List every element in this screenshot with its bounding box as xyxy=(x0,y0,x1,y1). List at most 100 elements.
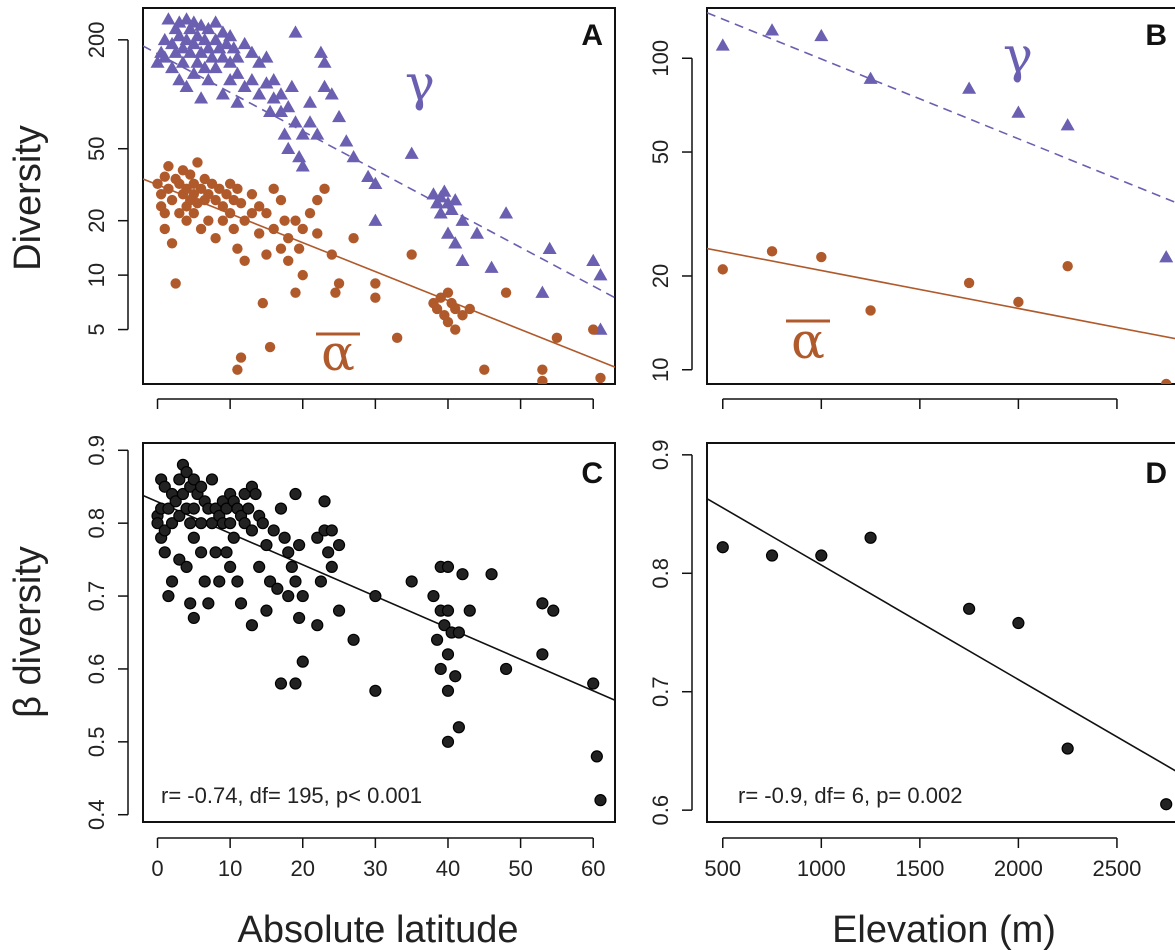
point-beta xyxy=(1012,616,1025,630)
point-alpha xyxy=(312,228,323,239)
point-gamma xyxy=(292,149,307,163)
panel-c: 0.4 0.5 0.6 0.7 0.8 0.9 0 10 20 30 40 50 60 xyxy=(84,435,616,881)
point-alpha xyxy=(537,364,548,375)
point-beta xyxy=(249,487,262,501)
point-beta xyxy=(187,502,200,515)
point-gamma xyxy=(586,253,601,267)
point-beta xyxy=(311,619,324,632)
x-tick-label-c: 50 xyxy=(508,856,532,881)
point-alpha xyxy=(450,303,461,315)
point-alpha xyxy=(163,161,174,172)
point-beta xyxy=(430,633,444,646)
point-beta xyxy=(285,560,298,574)
point-alpha xyxy=(326,249,337,260)
point-beta xyxy=(815,549,828,562)
point-gamma xyxy=(237,36,252,50)
point-beta xyxy=(332,604,346,617)
point-alpha xyxy=(210,194,221,206)
point-alpha xyxy=(159,207,170,219)
point-beta xyxy=(158,546,171,559)
point-gamma xyxy=(230,95,245,108)
point-gamma xyxy=(219,36,234,50)
fit-line-gamma-b xyxy=(707,12,1175,204)
point-beta xyxy=(289,677,302,690)
point-beta xyxy=(441,560,455,574)
point-gamma xyxy=(535,285,550,298)
point-alpha xyxy=(203,189,214,200)
point-beta xyxy=(263,575,277,588)
point-gamma xyxy=(1011,105,1026,118)
point-beta xyxy=(278,531,291,544)
point-alpha xyxy=(181,183,192,195)
point-beta xyxy=(347,633,360,646)
gamma-symbol-b: γ xyxy=(1003,26,1033,84)
point-gamma xyxy=(332,109,347,123)
point-alpha xyxy=(203,215,214,226)
panel-letter-a: A xyxy=(581,19,603,52)
point-gamma xyxy=(179,79,194,93)
point-beta xyxy=(296,589,309,603)
point-alpha xyxy=(217,201,229,212)
x-tick-label-c: 30 xyxy=(363,856,387,881)
point-alpha xyxy=(232,183,243,195)
point-beta xyxy=(325,560,338,574)
x-tick-label-d: 2500 xyxy=(1092,856,1141,881)
point-gamma xyxy=(317,79,332,93)
point-gamma xyxy=(437,184,452,197)
point-gamma xyxy=(259,76,274,89)
x-tick-label-d: 2000 xyxy=(994,856,1043,881)
point-beta xyxy=(536,597,549,610)
point-beta xyxy=(289,575,302,588)
point-alpha xyxy=(1161,378,1172,384)
point-alpha xyxy=(319,183,330,195)
fit-line-beta-d xyxy=(707,497,1175,772)
point-beta xyxy=(864,531,877,544)
point-beta xyxy=(202,597,215,610)
x-tick-label-c: 20 xyxy=(291,856,315,881)
point-beta xyxy=(441,604,455,617)
point-gamma xyxy=(863,71,878,84)
point-alpha xyxy=(159,223,170,235)
point-alpha xyxy=(185,169,196,180)
point-gamma xyxy=(230,66,245,79)
point-alpha xyxy=(370,292,381,303)
point-beta xyxy=(184,597,197,610)
point-beta xyxy=(427,589,440,603)
x-axis-label-latitude: Absolute latitude xyxy=(238,909,519,950)
point-gamma xyxy=(542,241,557,254)
point-gamma xyxy=(303,115,318,128)
point-gamma xyxy=(204,50,219,63)
point-gamma xyxy=(208,60,223,74)
point-beta xyxy=(293,538,306,552)
point-gamma xyxy=(814,28,829,42)
point-beta xyxy=(184,517,197,530)
y-tick-label-c: 0.5 xyxy=(84,727,109,758)
point-gamma xyxy=(288,115,303,128)
point-beta xyxy=(282,589,295,603)
point-alpha xyxy=(188,207,200,219)
point-gamma xyxy=(281,141,296,154)
point-alpha xyxy=(152,178,163,189)
point-gamma xyxy=(310,127,325,140)
y-tick-label-c: 0.8 xyxy=(84,508,109,539)
point-gamma xyxy=(313,45,328,58)
point-beta xyxy=(547,604,560,617)
point-gamma xyxy=(361,169,376,182)
point-gamma xyxy=(201,72,216,86)
y-tick-label-c: 0.7 xyxy=(84,581,109,612)
point-alpha xyxy=(588,324,599,335)
point-gamma xyxy=(186,36,201,50)
point-alpha xyxy=(195,223,207,235)
point-beta xyxy=(245,524,259,537)
point-beta xyxy=(260,538,273,552)
point-beta xyxy=(441,648,455,661)
point-alpha xyxy=(595,372,606,384)
point-beta xyxy=(245,619,259,632)
point-beta xyxy=(198,575,211,588)
y-axis-label-diversity: Diversity xyxy=(7,125,49,271)
point-beta xyxy=(227,531,240,544)
point-gamma xyxy=(440,226,455,239)
data-layer-d xyxy=(707,497,1175,811)
point-gamma xyxy=(266,72,281,86)
